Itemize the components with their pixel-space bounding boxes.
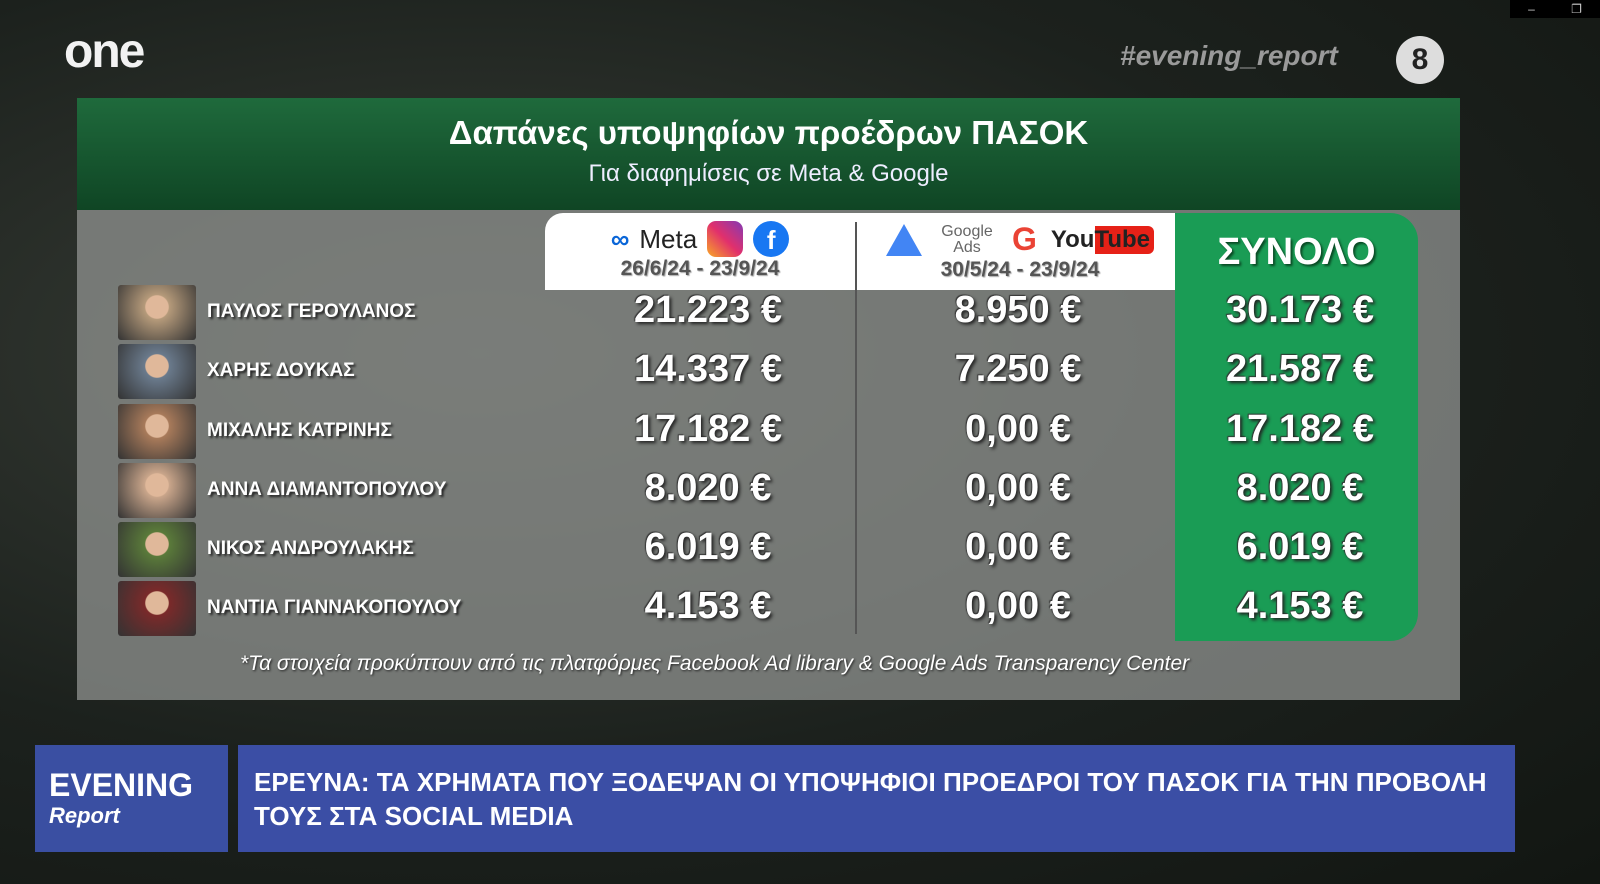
facebook-icon: f xyxy=(753,221,790,257)
column-headers: ∞ Meta f 26/6/24 - 23/9/24 Google Ads G … xyxy=(545,213,1175,290)
footnote: *Τα στοιχεία προκύπτουν από τις πλατφόρμ… xyxy=(240,652,1190,675)
google-spend: 7.250 € xyxy=(954,348,1082,390)
candidate-name: ΠΑΥΛΟΣ ΓΕΡΟΥΛΑΝΟΣ xyxy=(207,301,416,322)
total-spend: 8.020 € xyxy=(1236,467,1364,509)
candidate-photo xyxy=(118,581,196,636)
candidate-photo xyxy=(118,463,196,518)
show-logo: EVENING Report xyxy=(35,745,228,852)
meta-spend: 21.223 € xyxy=(634,289,782,331)
instagram-icon xyxy=(707,221,744,257)
window-controls: – ❐ xyxy=(1510,0,1600,18)
table-row: ΑΝΝΑ ΔΙΑΜΑΝΤΟΠΟΥΛΟΥ 8.020 € 0,00 € 8.020… xyxy=(0,461,1440,520)
table-row: ΝΙΚΟΣ ΑΝΔΡΟΥΛΑΚΗΣ 6.019 € 0,00 € 6.019 € xyxy=(0,520,1440,579)
total-header: ΣΥΝΟΛΟ xyxy=(1217,231,1376,273)
ticker-text: ΕΡΕΥΝΑ: ΤΑ ΧΡΗΜΑΤΑ ΠΟΥ ΞΟΔΕΨΑΝ ΟΙ ΥΠΟΨΗΦ… xyxy=(254,766,1487,831)
candidate-name: ΜΙΧΑΛΗΣ ΚΑΤΡΙΝΗΣ xyxy=(207,420,392,441)
table-row: ΜΙΧΑΛΗΣ ΚΑΤΡΙΝΗΣ 17.182 € 0,00 € 17.182 … xyxy=(0,402,1440,461)
meta-spend: 8.020 € xyxy=(644,467,772,509)
news-ticker: ΕΡΕΥΝΑ: ΤΑ ΧΡΗΜΑΤΑ ΠΟΥ ΞΟΔΕΨΑΝ ΟΙ ΥΠΟΨΗΦ… xyxy=(238,745,1515,852)
total-column: ΣΥΝΟΛΟ xyxy=(1175,213,1418,641)
candidate-photo xyxy=(118,285,196,340)
channel-logo: one xyxy=(64,25,145,78)
restore-button[interactable]: ❐ xyxy=(1571,2,1582,16)
candidate-name: ΧΑΡΗΣ ΔΟΥΚΑΣ xyxy=(207,360,355,381)
google-spend: 8.950 € xyxy=(954,289,1082,331)
candidate-name: ΑΝΝΑ ΔΙΑΜΑΝΤΟΠΟΥΛΟΥ xyxy=(207,479,447,500)
google-spend: 0,00 € xyxy=(965,467,1071,509)
candidate-photo xyxy=(118,344,196,399)
table-row: ΧΑΡΗΣ ΔΟΥΚΑΣ 14.337 € 7.250 € 21.587 € xyxy=(0,342,1440,401)
table-row: ΝΑΝΤΙΑ ΓΙΑΝΝΑΚΟΠΟΥΛΟΥ 4.153 € 0,00 € 4.1… xyxy=(0,579,1440,638)
meta-label: Meta xyxy=(639,223,698,254)
show-name: EVENING xyxy=(49,767,194,803)
total-spend: 21.587 € xyxy=(1226,348,1374,390)
total-spend: 4.153 € xyxy=(1236,585,1364,627)
meta-spend: 4.153 € xyxy=(644,585,772,627)
candidate-name: ΝΑΝΤΙΑ ΓΙΑΝΝΑΚΟΠΟΥΛΟΥ xyxy=(207,597,462,618)
panel-subtitle: Για διαφημίσεις σε Meta & Google xyxy=(588,160,949,187)
google-spend: 0,00 € xyxy=(965,408,1071,450)
meta-spend: 17.182 € xyxy=(634,408,782,450)
candidate-photo xyxy=(118,522,196,577)
youtube-icon: YouTube xyxy=(1046,225,1154,254)
minimize-button[interactable]: – xyxy=(1528,2,1535,16)
table-row: ΠΑΥΛΟΣ ΓΕΡΟΥΛΑΝΟΣ 21.223 € 8.950 € 30.17… xyxy=(0,283,1440,342)
total-spend: 6.019 € xyxy=(1236,526,1364,568)
candidate-photo xyxy=(118,404,196,459)
show-subname: Report xyxy=(49,803,120,828)
google-spend: 0,00 € xyxy=(965,585,1071,627)
meta-spend: 6.019 € xyxy=(644,526,772,568)
google-date-range: 30/5/24 - 23/9/24 xyxy=(940,258,1100,281)
total-spend: 30.173 € xyxy=(1226,289,1374,331)
meta-column-header: ∞ Meta f 26/6/24 - 23/9/24 xyxy=(545,213,855,290)
meta-date-range: 26/6/24 - 23/9/24 xyxy=(620,257,780,280)
panel-header: Δαπάνες υποψηφίων προέδρων ΠΑΣΟΚ Για δια… xyxy=(77,98,1460,210)
google-ads-label: Google Ads xyxy=(941,222,993,256)
panel-title: Δαπάνες υποψηφίων προέδρων ΠΑΣΟΚ xyxy=(448,114,1089,151)
hashtag: #evening_report xyxy=(1120,40,1338,71)
meta-spend: 14.337 € xyxy=(634,348,782,390)
channel-badge: 8 xyxy=(1396,36,1444,84)
column-divider xyxy=(855,222,857,634)
total-spend: 17.182 € xyxy=(1226,408,1374,450)
meta-icon: ∞ xyxy=(610,223,630,254)
candidate-name: ΝΙΚΟΣ ΑΝΔΡΟΥΛΑΚΗΣ xyxy=(207,538,414,559)
google-icon: G xyxy=(1012,221,1037,257)
google-column-header: Google Ads G YouTube 30/5/24 - 23/9/24 xyxy=(865,213,1175,290)
google-spend: 0,00 € xyxy=(965,526,1071,568)
google-ads-icon xyxy=(886,223,922,256)
